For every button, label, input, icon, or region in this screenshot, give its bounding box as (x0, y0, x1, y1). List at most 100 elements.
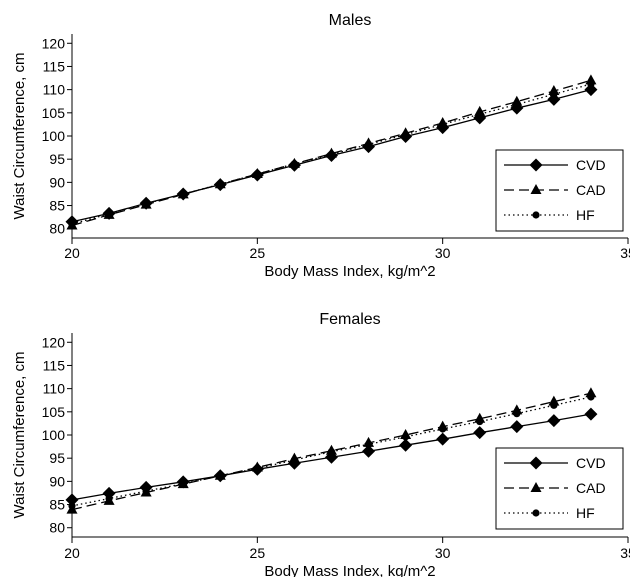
y-tick-label: 90 (49, 473, 65, 489)
legend-marker (532, 211, 540, 219)
data-point (436, 432, 450, 446)
y-tick-label: 115 (43, 357, 66, 373)
y-tick-label: 110 (43, 381, 66, 397)
y-tick-label: 80 (49, 520, 65, 536)
data-point (584, 83, 598, 97)
data-point (216, 472, 224, 480)
y-tick-label: 115 (43, 58, 66, 74)
legend-label: HF (576, 505, 595, 521)
x-tick-label: 35 (620, 545, 630, 561)
y-tick-label: 95 (49, 151, 65, 167)
legend-label: HF (576, 207, 595, 223)
series-line (71, 396, 592, 507)
x-tick-label: 30 (435, 545, 451, 561)
data-point (68, 502, 76, 510)
data-point (68, 220, 76, 228)
legend-marker (529, 456, 543, 470)
data-point (105, 210, 113, 218)
chart-title: Males (329, 12, 372, 29)
chart-panel-1: 80 85 90 95 100 105 110 115 120 20 25 30 35 Females Bo… (11, 311, 630, 577)
x-tick-label: 20 (64, 245, 80, 261)
data-point (142, 487, 150, 495)
legend-marker (529, 158, 543, 172)
y-tick-label: 80 (49, 221, 65, 237)
series-hf (68, 80, 595, 228)
x-axis-label: Body Mass Index, kg/m^2 (264, 263, 435, 280)
data-point (513, 410, 521, 418)
x-tick-label: 35 (620, 245, 630, 261)
data-point (547, 414, 561, 428)
data-point (179, 480, 187, 488)
legend-marker (530, 482, 542, 492)
legend-box (495, 447, 624, 530)
data-point (402, 433, 410, 441)
data-point (476, 417, 484, 426)
legend-item-cvd: CVD (504, 455, 606, 471)
legend: CVD CAD HF (495, 447, 624, 530)
x-tick-label: 25 (250, 245, 266, 261)
chart-title: Females (319, 311, 380, 328)
data-point (473, 426, 487, 440)
data-point (547, 92, 561, 106)
y-tick-label: 85 (49, 198, 65, 214)
chart-panel-0: 80 85 90 95 100 105 110 115 120 20 25 30 35 Males Body… (11, 12, 630, 280)
legend-label: CAD (576, 182, 606, 198)
legend-label: CVD (576, 455, 606, 471)
data-point (476, 110, 484, 118)
y-tick-label: 95 (49, 450, 65, 466)
y-tick-label: 105 (42, 404, 66, 420)
y-tick-label: 110 (43, 82, 66, 98)
data-point (290, 456, 298, 464)
y-tick-label: 90 (49, 174, 65, 190)
legend-box (495, 149, 624, 232)
data-point (550, 401, 558, 409)
x-tick-label: 25 (250, 545, 266, 561)
legend-item-cad: CAD (504, 480, 606, 496)
data-point (253, 464, 261, 472)
data-point (362, 444, 376, 458)
x-tick-label: 20 (64, 545, 80, 561)
data-point (216, 180, 224, 188)
legend-label: CAD (576, 480, 606, 496)
y-tick-label: 100 (42, 128, 66, 144)
legend-item-hf: HF (504, 505, 595, 521)
x-tick-label: 30 (435, 245, 451, 261)
data-point (550, 90, 558, 98)
data-point (364, 140, 373, 148)
legend-label: CVD (576, 157, 606, 173)
data-point (587, 393, 595, 401)
legend-marker (530, 184, 542, 194)
y-tick-label: 120 (42, 35, 66, 51)
legend-item-cvd: CVD (504, 157, 606, 173)
data-point (142, 200, 150, 208)
y-axis-label: Waist Circumference, cm (11, 53, 28, 220)
data-point (439, 425, 447, 433)
data-point (510, 420, 524, 434)
data-point (65, 493, 79, 507)
data-point (327, 150, 336, 159)
series-hf (68, 393, 595, 510)
y-tick-label: 120 (42, 334, 66, 350)
data-point (102, 486, 116, 500)
data-point (513, 100, 521, 109)
data-point (439, 120, 447, 129)
data-point (399, 438, 413, 452)
y-axis-label: Waist Circumference, cm (11, 352, 28, 519)
y-tick-label: 105 (42, 105, 66, 121)
data-point (105, 494, 113, 503)
data-point (364, 440, 373, 448)
legend: CVD CAD HF (495, 149, 624, 232)
series-line (71, 392, 592, 511)
legend-item-hf: HF (504, 207, 595, 223)
x-axis-label: Body Mass Index, kg/m^2 (264, 563, 435, 577)
data-point (584, 407, 598, 421)
data-point (290, 160, 298, 168)
legend-item-cad: CAD (504, 182, 606, 198)
data-point (402, 131, 410, 139)
data-point (327, 448, 336, 456)
data-point (179, 190, 187, 198)
data-point (587, 80, 595, 88)
legend-marker (532, 509, 540, 517)
y-tick-label: 85 (49, 497, 65, 513)
